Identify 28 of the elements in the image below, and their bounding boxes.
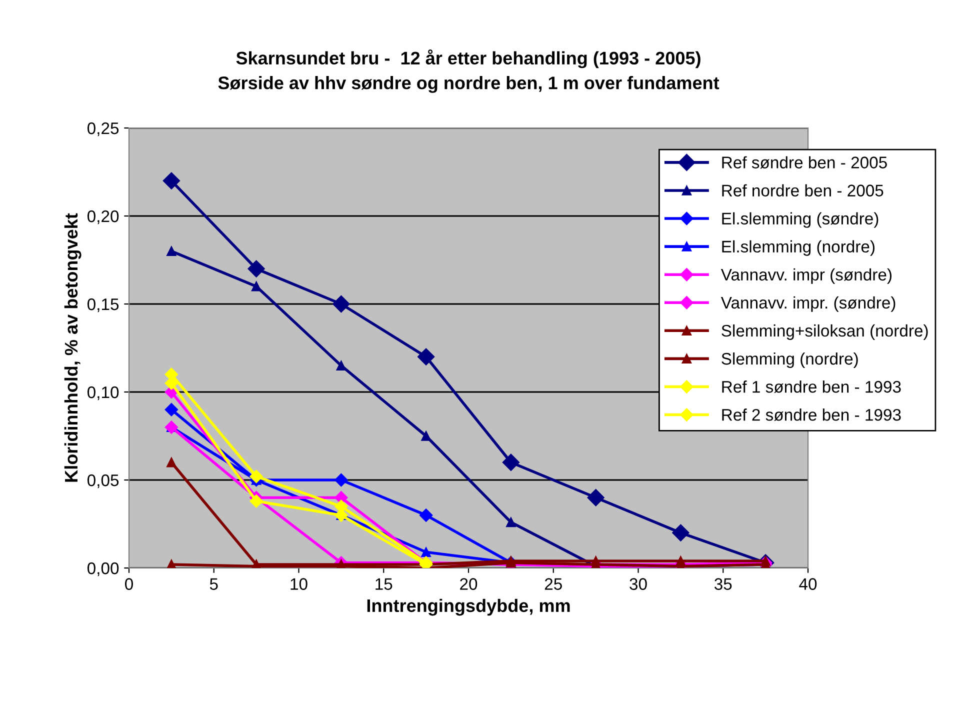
x-tick-label: 15: [376, 578, 392, 590]
y-tick-label: 0,10: [87, 386, 119, 400]
x-tick-label: 10: [290, 578, 308, 590]
legend-label: Ref 2 søndre ben - 1993: [722, 408, 901, 421]
legend-label: Ref søndre ben - 2005: [722, 156, 887, 169]
y-tick-label: 0,15: [87, 298, 119, 312]
y-tick-label: 0,25: [87, 122, 119, 136]
x-tick-label: 30: [630, 578, 647, 590]
legend-label: Ref nordre ben - 2005: [722, 184, 884, 196]
legend-label: Ref 1 søndre ben - 1993: [722, 380, 901, 393]
y-tick-label: 0,00: [87, 562, 119, 576]
x-axis-title: Inntrengingsdybde, mm: [367, 598, 570, 616]
legend-label: Vannavv. impr (søndre): [720, 268, 892, 284]
y-tick-label: 0,05: [87, 474, 119, 488]
x-tick-label: 0: [125, 578, 133, 590]
legend-label: El.slemming (søndre): [722, 212, 878, 228]
legend-label: Slemming (nordre): [722, 352, 858, 368]
x-tick-label: 20: [460, 578, 478, 590]
legend-label: Vannavv. impr. (søndre): [720, 296, 896, 312]
y-axis-title: Kloridinnhold, % av betongvekt: [64, 213, 82, 482]
legend-label: El.slemming (nordre): [722, 240, 874, 256]
y-tick-label: 0,20: [87, 210, 119, 224]
x-tick-label: 35: [714, 578, 732, 590]
chart-title: Skarnsundet bru - 12 år etter behandling (1993 - 2005) Sørside av hhv søndre og nordre ben, 1 m over fundament: [218, 49, 720, 93]
x-tick-label: 25: [544, 578, 562, 590]
x-tick-label: 40: [799, 578, 817, 590]
legend-label: Slemming+siloksan (nordre): [722, 324, 928, 340]
x-tick-label: 5: [210, 578, 218, 590]
